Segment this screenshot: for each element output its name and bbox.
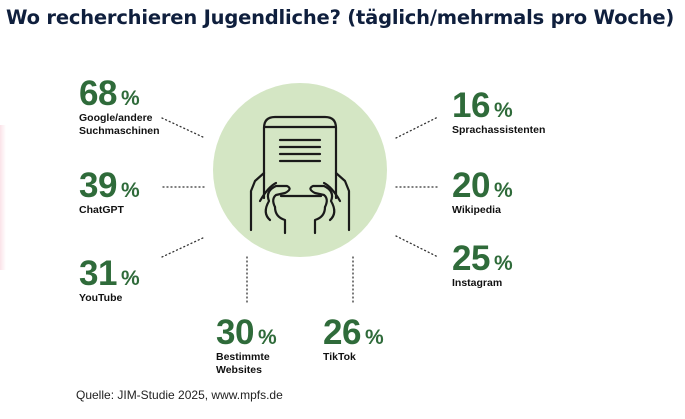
stat-unit: %	[120, 87, 140, 110]
stat-label: Google/andere Suchmaschinen	[79, 112, 160, 137]
stat-label: YouTube	[79, 292, 123, 304]
stat-value: 30	[216, 313, 254, 352]
stat-value: 39	[79, 166, 117, 205]
stat-value: 26	[323, 313, 361, 352]
stat-label: Wikipedia	[452, 204, 501, 216]
stat-label: TikTok	[323, 351, 356, 363]
connector-youtube	[161, 236, 206, 258]
stat-unit: %	[493, 99, 513, 122]
stat-label: Sprachassistenten	[452, 124, 546, 136]
stat-unit: %	[120, 267, 140, 290]
stat-websites: 30% Bestimmte Websites	[216, 315, 277, 377]
stat-tiktok: 26% TikTok	[323, 315, 384, 364]
center-circle	[213, 83, 387, 257]
connector-sprachassistenten	[395, 116, 439, 139]
stat-value: 68	[79, 74, 117, 113]
stat-unit: %	[257, 326, 277, 349]
connector-instagram	[395, 235, 439, 258]
source-caption: Quelle: JIM-Studie 2025, www.mpfs.de	[76, 388, 283, 402]
left-edge-decoration	[0, 125, 6, 270]
stat-unit: %	[364, 326, 384, 349]
stat-unit: %	[493, 179, 513, 202]
stat-chatgpt: 39% ChatGPT	[79, 168, 140, 217]
hands-holding-tablet-icon	[249, 115, 351, 235]
page-title: Wo recherchieren Jugendliche? (täglich/m…	[6, 6, 675, 29]
stat-label: Instagram	[452, 277, 503, 289]
stat-label: Bestimmte Websites	[216, 351, 270, 376]
connector-google	[161, 117, 206, 139]
stat-sprachassistenten: 16% Sprachassistenten	[452, 88, 545, 137]
stat-wikipedia: 20% Wikipedia	[452, 168, 513, 217]
stat-unit: %	[120, 179, 140, 202]
stat-value: 31	[79, 254, 117, 293]
stat-value: 16	[452, 86, 490, 125]
stat-value: 20	[452, 166, 490, 205]
stat-google: 68% Google/andere Suchmaschinen	[79, 76, 160, 138]
stat-youtube: 31% YouTube	[79, 256, 140, 305]
stat-instagram: 25% Instagram	[452, 241, 513, 290]
stat-value: 25	[452, 239, 490, 278]
stat-unit: %	[493, 252, 513, 275]
stat-label: ChatGPT	[79, 204, 124, 216]
